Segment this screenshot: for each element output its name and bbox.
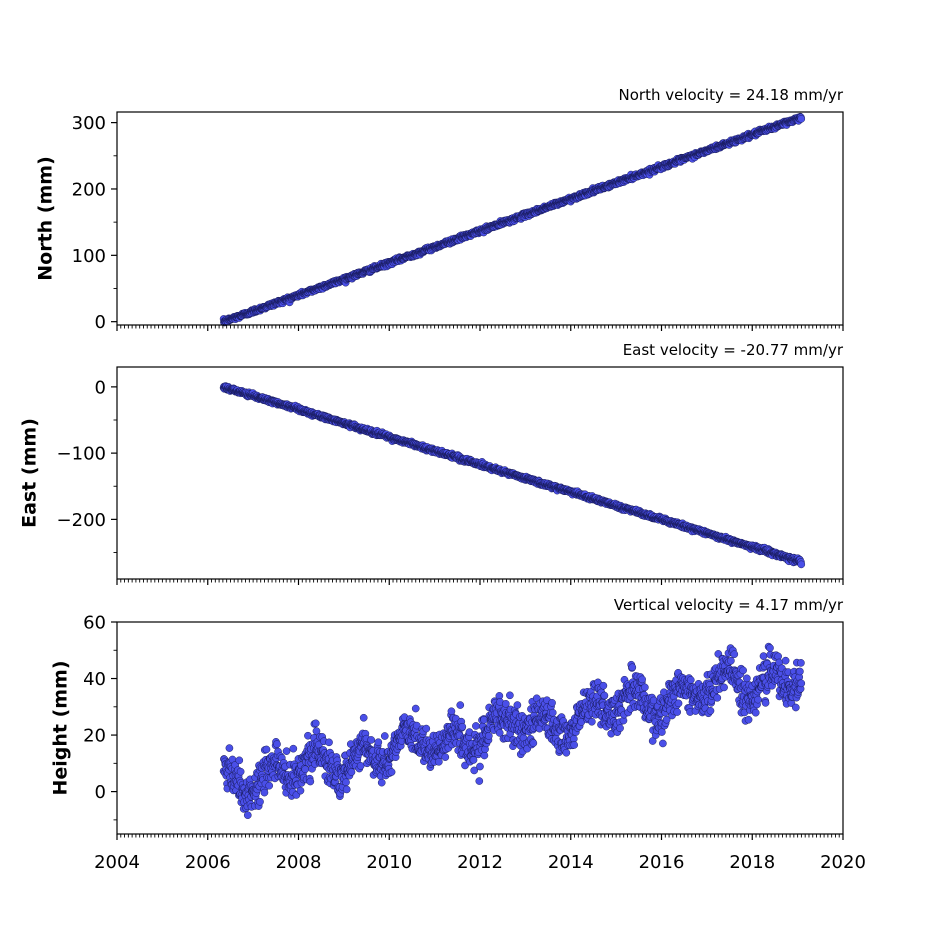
height-data-point [548, 699, 556, 707]
height-data-point [476, 762, 484, 771]
y-tick-label: 0 [95, 377, 106, 398]
east-y-axis-label: East (mm) [19, 418, 41, 528]
height-data-point [472, 722, 480, 730]
height-data-point [265, 781, 274, 790]
height-data-point [342, 785, 351, 794]
height-data-point [225, 744, 234, 752]
height-data-point [435, 757, 443, 766]
height-data-point [600, 691, 609, 700]
height-data-point [256, 797, 264, 806]
height-panel: 2004 2006 2008 2010 2012 2014 2016 2018 20200204… [50, 596, 866, 873]
north-axes-ticks: 0 100 200 300 [72, 113, 844, 333]
north-y-axis-label: North (mm) [35, 156, 57, 281]
height-data-point [260, 788, 269, 797]
north-scatter-points [219, 112, 806, 327]
height-data-point [359, 713, 368, 722]
height-data-point [374, 738, 383, 747]
east-axes-frame [116, 366, 844, 580]
y-tick-label: 200 [72, 179, 106, 200]
north-velocity-annotation: North velocity = 24.18 mm/yr [619, 86, 844, 104]
height-data-point [306, 777, 315, 786]
height-data-point [441, 753, 450, 761]
height-data-point [548, 708, 557, 717]
east-data-point [797, 560, 806, 569]
height-data-point [236, 767, 245, 776]
y-tick-label: 300 [72, 113, 106, 134]
height-data-point [262, 745, 271, 754]
height-data-point [235, 756, 244, 765]
height-data-point [588, 717, 596, 726]
height-data-point [570, 741, 578, 749]
height-data-point [311, 719, 320, 728]
height-data-point [325, 738, 333, 747]
height-data-point [243, 811, 252, 819]
y-tick-label: −200 [57, 510, 106, 531]
height-data-point [273, 740, 281, 748]
height-data-point [301, 765, 310, 774]
height-data-point [411, 704, 420, 713]
height-data-point [484, 732, 493, 740]
height-data-point [367, 736, 376, 744]
height-data-point [599, 681, 608, 690]
east-scatter-points [219, 382, 806, 569]
height-data-point [296, 786, 305, 795]
height-data-point [347, 768, 356, 776]
height-data-point [529, 739, 538, 747]
height-data-point [282, 747, 291, 755]
height-data-point [562, 748, 571, 757]
height-scatter-points [219, 642, 806, 819]
height-data-point [422, 724, 431, 733]
y-tick-label: 0 [95, 312, 106, 333]
height-data-point [387, 768, 396, 776]
y-tick-label: 100 [72, 246, 106, 267]
height-data-point [377, 778, 386, 787]
height-data-point [456, 701, 465, 709]
east-axes-ticks: 0 −100 −200 [57, 377, 844, 585]
y-tick-label: −100 [57, 444, 106, 465]
east-velocity-annotation: East velocity = -20.77 mm/yr [623, 341, 844, 359]
height-data-point [616, 724, 624, 733]
height-data-point [342, 778, 350, 787]
height-data-point [506, 691, 514, 700]
height-data-point [475, 777, 484, 785]
height-data-point [458, 722, 467, 731]
height-data-point [289, 744, 298, 753]
height-data-point [480, 751, 489, 760]
east-panel: 0 −100 −200 East velocity = -20.77 mm/yr E… [19, 341, 844, 585]
height-data-point [380, 732, 389, 740]
height-data-point [447, 707, 456, 716]
height-data-point [356, 762, 365, 770]
north-data-point [797, 115, 806, 123]
height-data-point [513, 701, 522, 709]
